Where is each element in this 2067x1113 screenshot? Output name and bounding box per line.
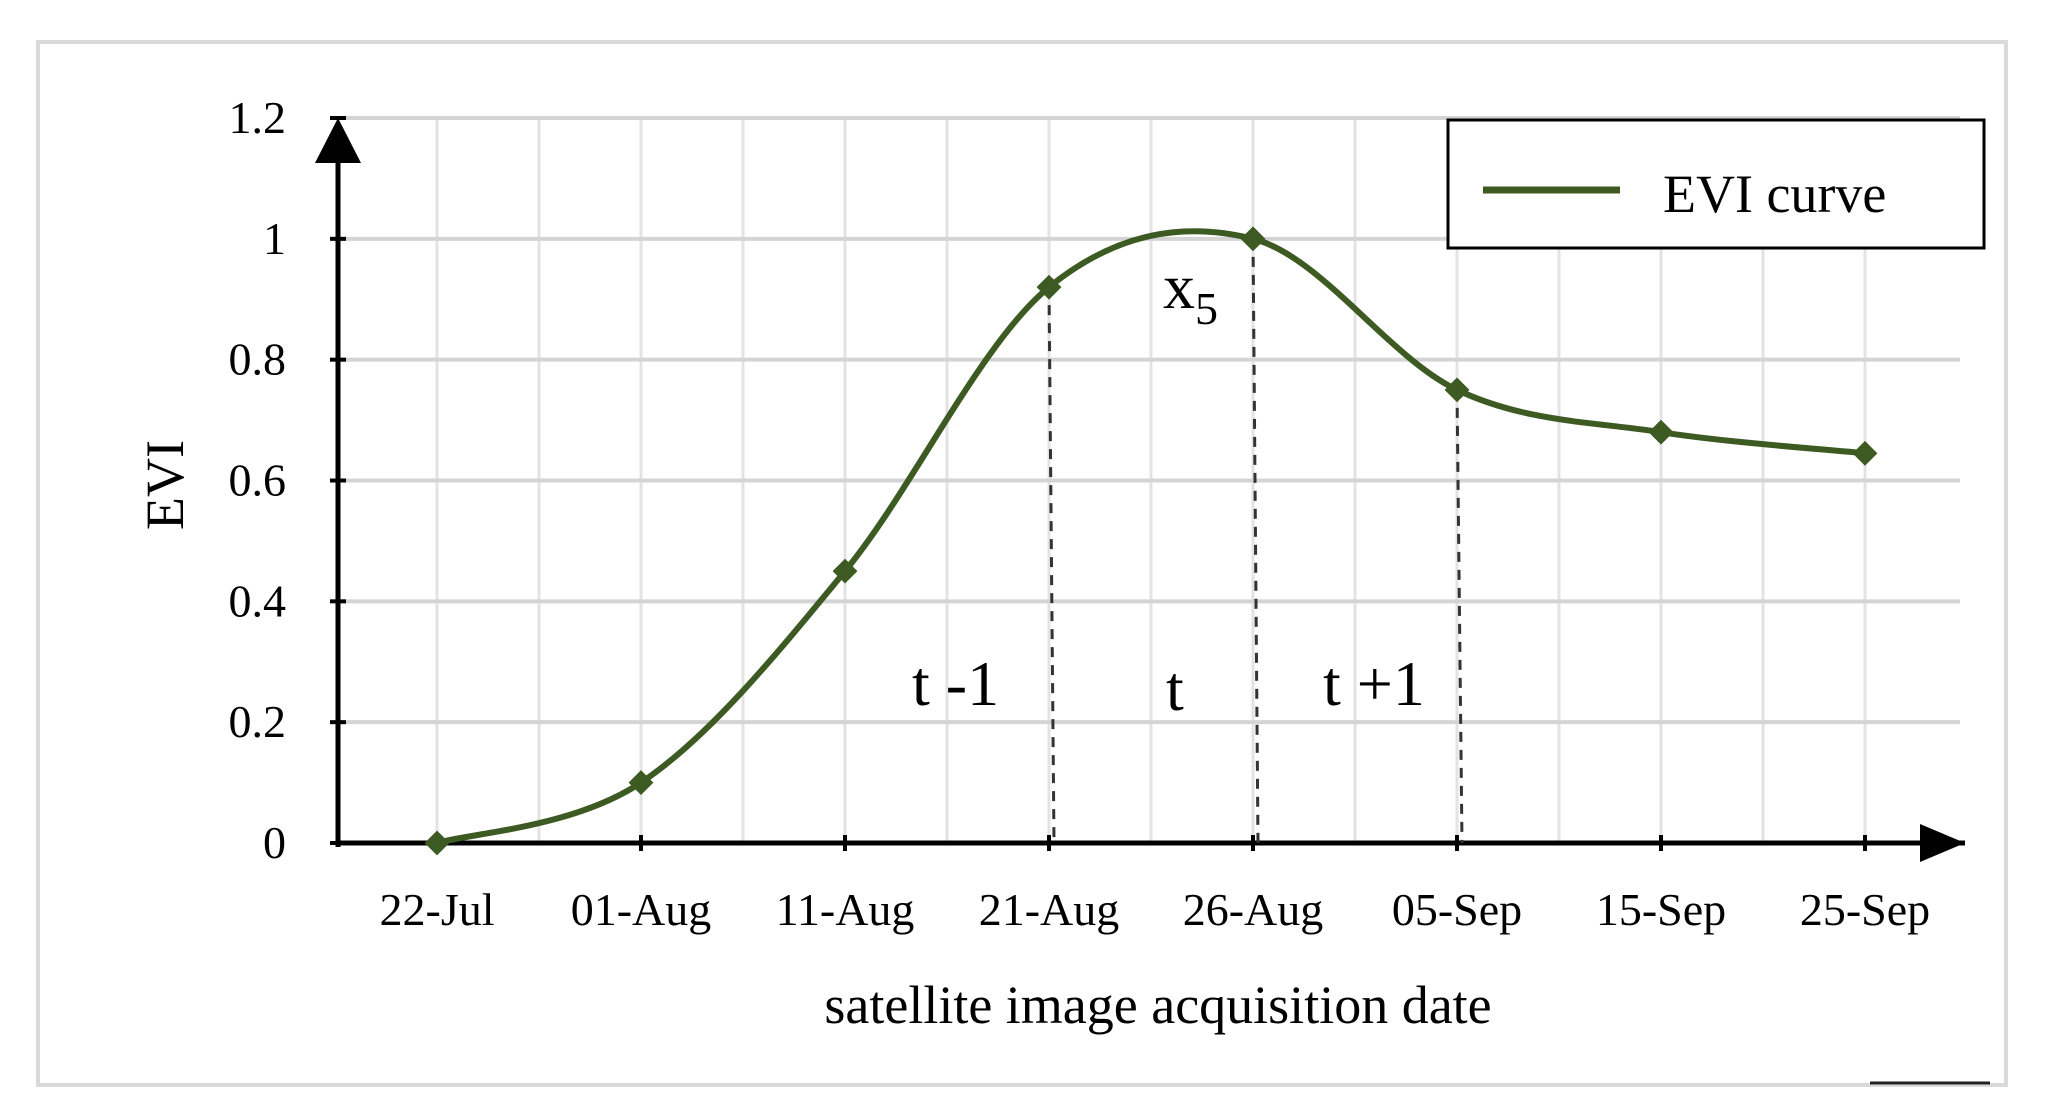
point-x5-label: x5 <box>1163 251 1218 334</box>
y-tick-label: 0.2 <box>229 696 287 747</box>
dashed-guides <box>1047 238 1464 844</box>
legend-label: EVI curve <box>1663 164 1886 224</box>
y-tick-label: 1.2 <box>229 92 287 143</box>
x-tick-label: 26-Aug <box>1183 884 1324 935</box>
y-axis-title: EVI <box>135 440 195 530</box>
y-tick-label: 0.4 <box>229 575 287 626</box>
x-tick-label: 01-Aug <box>571 884 712 935</box>
evi-curve-line <box>434 228 1868 846</box>
x-tick-label: 25-Sep <box>1800 884 1930 935</box>
x-axis-title: satellite image acquisition date <box>824 975 1491 1035</box>
figure-frame <box>36 40 2008 1087</box>
legend-box <box>1446 118 1986 250</box>
y-tick-label: 1 <box>263 213 286 264</box>
interval-label-t-minus-1: t -1 <box>912 648 999 719</box>
y-tick-labels: 0 0.2 0.4 0.6 0.8 1 1.2 <box>229 92 346 868</box>
y-tick-label: 0 <box>263 817 286 868</box>
guide-line <box>1047 287 1056 844</box>
evi-point-marker <box>628 770 654 795</box>
evi-point-marker <box>1444 377 1470 403</box>
evi-point-marker <box>424 830 450 856</box>
y-axis-arrow <box>315 118 361 163</box>
x-tick-label: 21-Aug <box>979 884 1120 935</box>
guide-line <box>1455 389 1464 844</box>
evi-markers <box>424 226 1878 856</box>
legend: EVI curve <box>1446 118 1986 250</box>
interval-label-t-plus-1: t +1 <box>1323 648 1425 719</box>
evi-point-marker <box>1036 274 1062 300</box>
x-tick-label: 05-Sep <box>1392 884 1522 935</box>
x-tick-label: 11-Aug <box>776 884 915 935</box>
evi-point-marker <box>832 558 858 584</box>
x-tick-labels: 22-Jul 01-Aug 11-Aug 21-Aug 26-Aug 05-Sep 15-S… <box>380 835 1930 935</box>
y-tick-label: 0.8 <box>229 334 287 385</box>
y-tick-label: 0.6 <box>229 455 287 506</box>
evi-point-marker <box>1852 440 1878 466</box>
x-axis-arrow <box>1920 824 1965 862</box>
x-tick-label: 22-Jul <box>380 884 495 935</box>
interval-label-t: t <box>1166 653 1184 724</box>
evi-point-marker <box>1240 226 1266 252</box>
x-tick-label: 15-Sep <box>1596 884 1726 935</box>
evi-point-marker <box>1648 419 1674 445</box>
